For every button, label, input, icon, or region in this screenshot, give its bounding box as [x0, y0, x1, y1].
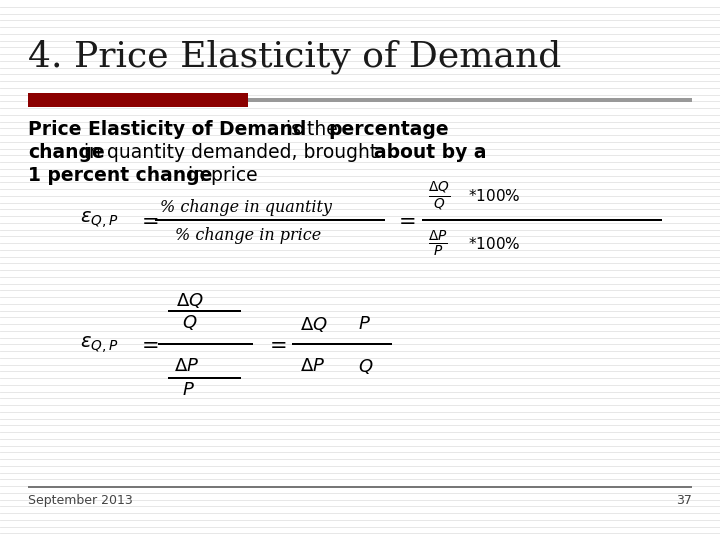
Text: 4. Price Elasticity of Demand: 4. Price Elasticity of Demand — [28, 40, 562, 75]
Text: $\Delta P$: $\Delta P$ — [300, 357, 325, 375]
Text: $*100\%$: $*100\%$ — [468, 236, 521, 252]
Text: $\frac{\Delta Q}{Q}$: $\frac{\Delta Q}{Q}$ — [428, 179, 450, 213]
Text: change: change — [28, 143, 104, 162]
Text: Price Elasticity of Demand: Price Elasticity of Demand — [28, 120, 307, 139]
Bar — [168, 310, 241, 312]
Text: $*100\%$: $*100\%$ — [468, 188, 521, 204]
Text: $\Delta Q$: $\Delta Q$ — [176, 291, 204, 309]
Text: $\varepsilon_{Q,P}$: $\varepsilon_{Q,P}$ — [80, 210, 119, 230]
Text: $=$: $=$ — [137, 211, 158, 229]
Text: about by a: about by a — [374, 143, 487, 162]
Text: $\Delta Q$: $\Delta Q$ — [300, 314, 328, 334]
Text: September 2013: September 2013 — [28, 494, 132, 507]
Text: $\varepsilon_{Q,P}$: $\varepsilon_{Q,P}$ — [80, 335, 119, 355]
Text: $Q$: $Q$ — [358, 356, 374, 375]
Text: $=$: $=$ — [137, 335, 158, 354]
Bar — [422, 219, 662, 221]
Text: % change in price: % change in price — [175, 226, 321, 244]
Text: percentage: percentage — [328, 120, 449, 139]
Text: $\frac{\Delta P}{P}$: $\frac{\Delta P}{P}$ — [428, 229, 448, 259]
Text: $P$: $P$ — [182, 381, 195, 399]
Text: $\Delta P$: $\Delta P$ — [174, 357, 199, 375]
Text: in price: in price — [182, 166, 258, 185]
Bar — [155, 219, 385, 221]
Bar — [28, 486, 692, 488]
Text: is the: is the — [280, 120, 343, 139]
Text: $=$: $=$ — [265, 335, 287, 354]
Text: 37: 37 — [676, 494, 692, 507]
Bar — [292, 343, 392, 345]
Bar — [158, 343, 253, 345]
Text: $Q$: $Q$ — [182, 313, 197, 332]
Text: $=$: $=$ — [394, 211, 415, 229]
Text: 1 percent change: 1 percent change — [28, 166, 212, 185]
Bar — [248, 98, 692, 102]
Bar — [168, 377, 241, 379]
Text: $P$: $P$ — [358, 315, 371, 333]
Text: in quantity demanded, brought: in quantity demanded, brought — [78, 143, 383, 162]
Bar — [28, 93, 248, 107]
Text: % change in quantity: % change in quantity — [160, 199, 332, 215]
